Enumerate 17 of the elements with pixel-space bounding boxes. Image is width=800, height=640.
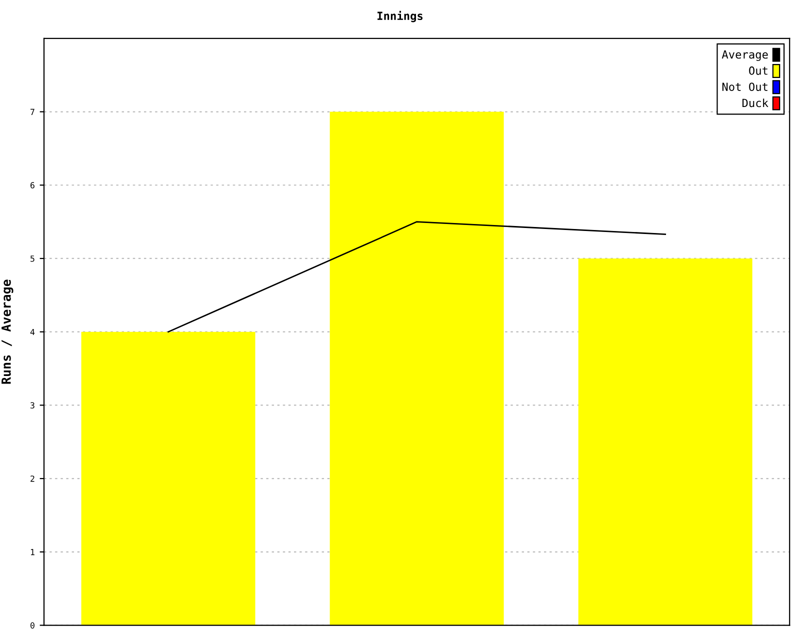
y-tick-label: 6 [30,182,34,188]
legend-label: Duck [742,98,768,108]
chart-title: Innings [378,10,423,22]
bar [330,112,504,626]
legend-label: Average [722,50,768,61]
y-tick-label: 3 [30,402,34,409]
bar [578,258,752,626]
y-tick-label: 4 [30,328,35,336]
y-tick-label: 5 [30,256,34,262]
legend-label: Not Out [722,82,768,91]
legend-label: Out [749,66,768,75]
bar [81,332,256,626]
y-tick-label: 1 [30,549,34,556]
y-tick-label: 7 [30,108,34,115]
y-tick-label: 2 [30,476,34,482]
y-tick-label: 0 [30,622,34,629]
y-axis-title: Runs / Average [2,280,14,384]
